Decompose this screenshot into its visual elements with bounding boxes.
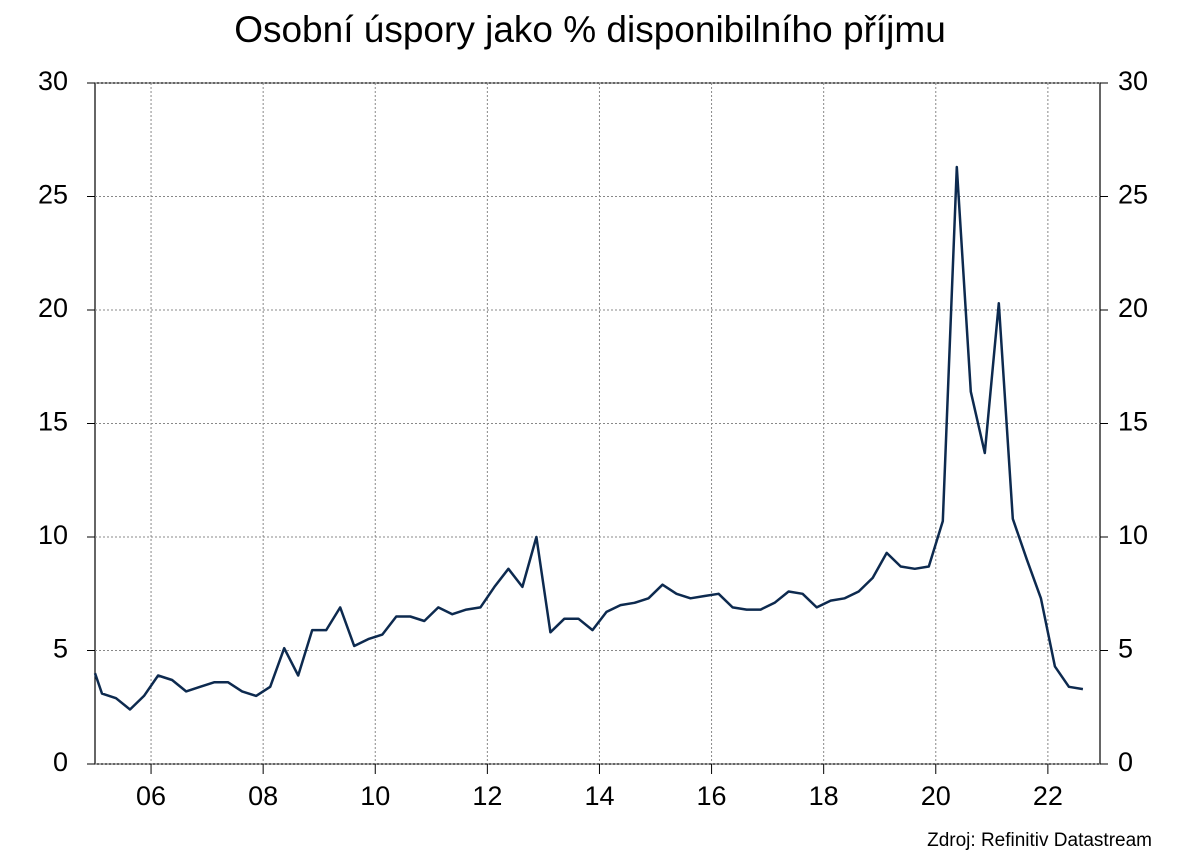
x-tick-label: 06: [136, 781, 166, 811]
y2-tick-label: 25: [1118, 180, 1148, 210]
y2-tick-label: 5: [1118, 634, 1133, 664]
source-note: Zdroj: Refinitiv Datastream: [927, 830, 1152, 851]
plot-frame: [94, 82, 1101, 765]
y-tick-label: 0: [53, 747, 68, 777]
y2-tick-label: 10: [1118, 520, 1148, 550]
y2-tick-label: 15: [1118, 407, 1148, 437]
y2-tick-label: 30: [1118, 66, 1148, 96]
data-line: [93, 165, 1084, 711]
y-tick-label: 10: [38, 520, 68, 550]
x-tick-label: 14: [584, 781, 614, 811]
x-tick-label: 16: [697, 781, 727, 811]
y2-tick-label: 0: [1118, 747, 1133, 777]
y-tick-label: 25: [38, 180, 68, 210]
x-tick-label: 12: [472, 781, 502, 811]
x-tick-label: 10: [360, 781, 390, 811]
x-tick-label: 08: [248, 781, 278, 811]
x-tick-label: 18: [809, 781, 839, 811]
y-tick-label: 5: [53, 634, 68, 664]
chart-title: Osobní úspory jako % disponibilního příj…: [234, 9, 946, 50]
x-tick-label: 22: [1033, 781, 1063, 811]
y2-tick-label: 20: [1118, 293, 1148, 323]
y-tick-label: 30: [38, 66, 68, 96]
y-tick-label: 15: [38, 407, 68, 437]
y-tick-label: 20: [38, 293, 68, 323]
x-tick-label: 20: [921, 781, 951, 811]
